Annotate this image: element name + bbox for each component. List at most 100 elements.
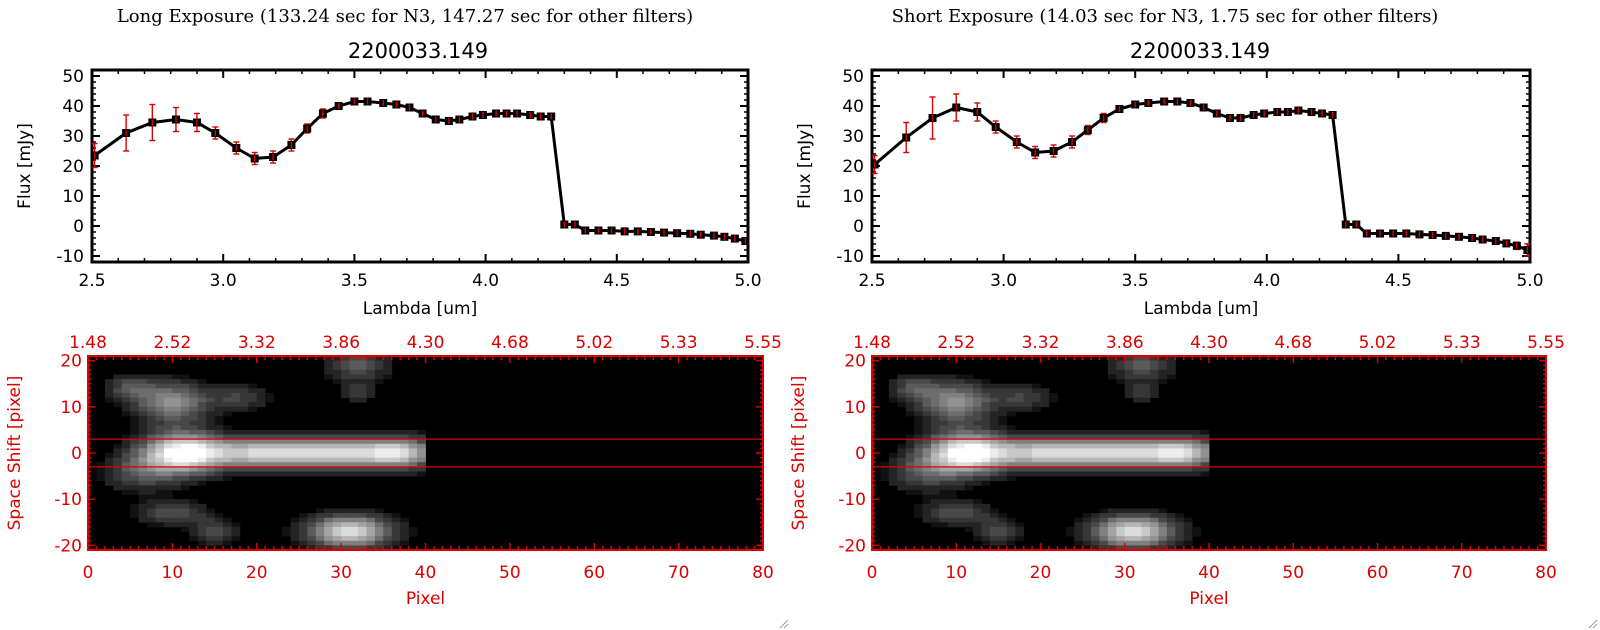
image-pixel — [1141, 369, 1151, 375]
image-pixel — [964, 379, 974, 385]
image-pixel — [964, 526, 974, 532]
image-pixel — [383, 545, 393, 551]
image-pixel — [408, 462, 418, 468]
image-pixel — [307, 457, 317, 463]
image-pixel — [239, 434, 249, 440]
image-pixel — [1040, 443, 1050, 449]
image-pixel — [223, 471, 232, 477]
x-tick-label: 70 — [668, 563, 690, 583]
image-pixel — [374, 443, 384, 449]
image-plot: 0 10 20 30 40 50 60 70 801.48 2.52 3.32 3.86 4.30 4.6… — [789, 333, 1565, 609]
image-pixel — [298, 545, 308, 551]
image-pixel — [1032, 434, 1041, 440]
image-pixel — [383, 513, 393, 519]
image-pixel — [1006, 476, 1016, 482]
image-pixel — [1074, 517, 1084, 523]
image-pixel — [231, 443, 241, 449]
image-pixel — [307, 462, 317, 468]
image-pixel — [964, 503, 974, 509]
image-pixel — [324, 531, 334, 537]
image-pixel — [282, 429, 291, 435]
image-pixel — [1166, 365, 1176, 371]
image-pixel — [1141, 379, 1151, 385]
image-pixel — [155, 494, 165, 500]
image-pixel — [332, 526, 342, 532]
image-pixel — [130, 397, 140, 403]
image-pixel — [981, 531, 991, 537]
image-pixel — [981, 420, 991, 426]
image-pixel — [897, 383, 907, 389]
image-pixel — [163, 439, 173, 445]
top-tick-label: 5.33 — [1443, 333, 1481, 353]
image-pixel — [349, 443, 359, 449]
image-pixel — [1175, 429, 1185, 435]
image-pixel — [1183, 540, 1193, 546]
image-pixel — [1006, 457, 1016, 463]
image-pixel — [366, 360, 376, 366]
image-pixel — [366, 526, 376, 532]
image-pixel — [113, 383, 123, 389]
image-pixel — [130, 453, 140, 459]
image-pixel — [147, 392, 156, 398]
image-pixel — [998, 443, 1008, 449]
image-pixel — [206, 513, 215, 519]
image-pixel — [947, 439, 957, 445]
image-pixel — [231, 434, 241, 440]
image-pixel — [1074, 471, 1084, 477]
image-pixel — [180, 379, 190, 385]
image-pixel — [290, 466, 300, 472]
image-pixel — [947, 420, 957, 426]
image-pixel — [930, 425, 940, 431]
image-pixel — [315, 517, 325, 523]
image-pixel — [1141, 526, 1151, 532]
image-pixel — [163, 402, 173, 408]
image-pixel — [1006, 429, 1016, 435]
image-pixel — [1124, 545, 1134, 551]
image-pixel — [1141, 365, 1151, 371]
image-pixel — [1175, 517, 1185, 523]
image-pixel — [231, 462, 241, 468]
image-pixel — [231, 388, 241, 394]
image-pixel — [147, 420, 156, 426]
image-pixel — [155, 379, 165, 385]
image-pixel — [400, 439, 410, 445]
image-pixel — [964, 374, 974, 380]
image-pixel — [223, 439, 232, 445]
image-pixel — [121, 457, 131, 463]
image-pixel — [922, 379, 932, 385]
image-pixel — [914, 374, 923, 380]
image-pixel — [121, 453, 131, 459]
image-pixel — [998, 457, 1008, 463]
image-pixel — [922, 489, 932, 495]
image-pixel — [332, 471, 342, 477]
image-pixel — [981, 471, 991, 477]
image-pixel — [973, 499, 982, 505]
image-pixel — [1200, 457, 1210, 463]
image-pixel — [1158, 536, 1168, 542]
image-pixel — [163, 374, 173, 380]
image-pixel — [172, 476, 182, 482]
image-pixel — [989, 466, 999, 472]
image-pixel — [113, 453, 123, 459]
image-pixel — [964, 443, 974, 449]
image-pixel — [315, 462, 325, 468]
image-pixel — [973, 453, 982, 459]
image-pixel — [1183, 522, 1193, 528]
image-pixel — [214, 522, 224, 528]
image-pixel — [1082, 443, 1092, 449]
image-pixel — [223, 536, 232, 542]
image-pixel — [180, 499, 190, 505]
image-pixel — [214, 462, 224, 468]
image-pixel — [1133, 397, 1142, 403]
image-pixel — [981, 462, 991, 468]
image-pixel — [1023, 388, 1033, 394]
image-pixel — [214, 457, 224, 463]
image-pixel — [1141, 508, 1151, 514]
image-pixel — [341, 443, 350, 449]
resize-grip-icon[interactable] — [1588, 619, 1598, 629]
image-pixel — [1006, 425, 1016, 431]
image-pixel — [189, 392, 199, 398]
x-tick-label: 30 — [1114, 563, 1136, 583]
resize-grip-icon[interactable] — [779, 619, 789, 629]
image-pixel — [147, 508, 156, 514]
